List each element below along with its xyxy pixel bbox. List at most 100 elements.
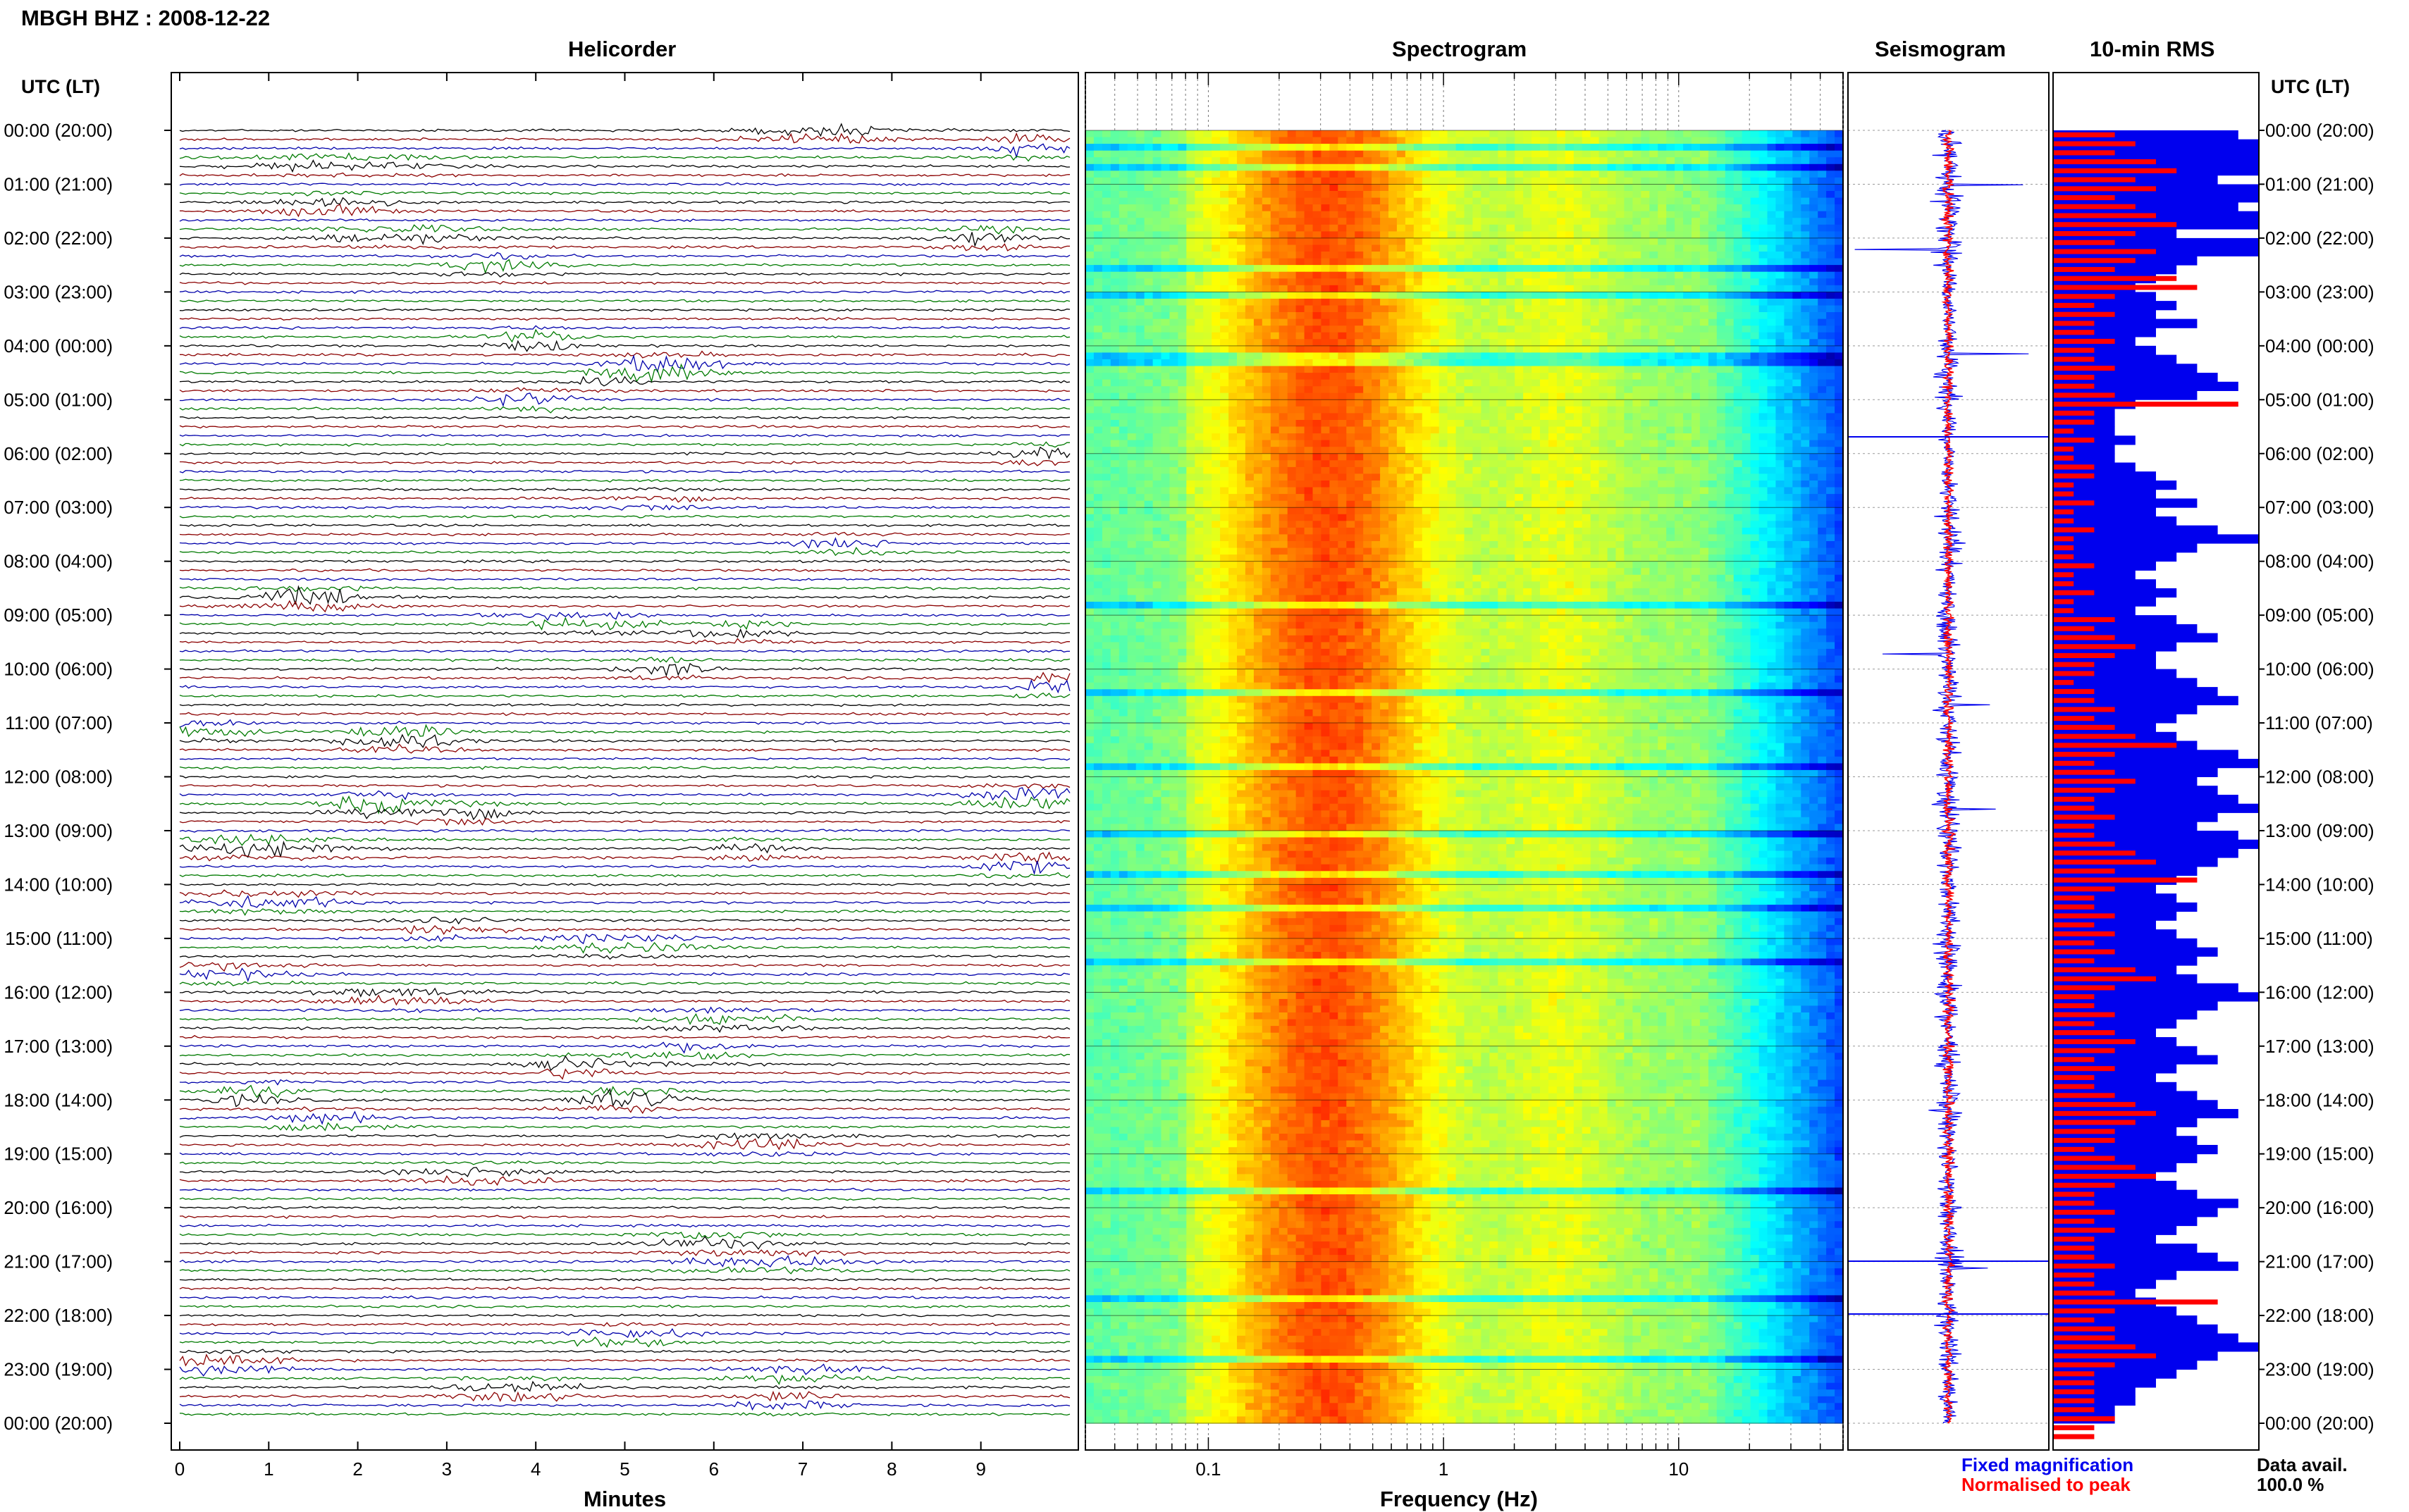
spectrogram-cell [1145,231,1154,238]
spectrogram-cell [1591,164,1600,171]
spectrogram-cell [1405,306,1415,313]
spectrogram-cell [1220,164,1229,171]
helicorder-trace-row-36 [180,447,1070,459]
spectrogram-cell [1431,312,1440,319]
spectrogram-cell [1734,185,1743,192]
spectrogram-cell [1313,460,1322,467]
spectrogram-cell [1801,191,1810,198]
spectrogram-cell [1380,380,1389,387]
spectrogram-cell [1692,225,1701,232]
spectrogram-cell [1641,359,1650,366]
spectrogram-cell [1784,326,1793,333]
spectrogram-cell [1228,433,1238,440]
spectrogram-cell [1481,211,1490,218]
spectrogram-cell [1085,218,1095,225]
spectrogram-cell [1818,481,1827,488]
spectrogram-cell [1616,380,1625,387]
spectrogram-cell [1397,467,1406,474]
spectrogram-cell [1565,312,1575,319]
spectrogram-cell [1582,171,1591,178]
spectrogram-cell [1675,218,1684,225]
spectrogram-cell [1632,352,1641,359]
spectrogram-cell [1346,278,1355,285]
spectrogram-cell [1725,157,1735,164]
spectrogram-cell [1288,144,1297,151]
spectrogram-cell [1153,218,1162,225]
helicorder-trace-row-64 [180,704,1070,707]
spectrogram-cell [1708,130,1718,137]
spectrogram-cell [1734,225,1743,232]
spectrogram-cell [1768,185,1777,192]
helicorder-trace-row-107 [180,1086,1070,1098]
spectrogram-cell [1119,306,1128,313]
spectrogram-cell [1523,393,1532,400]
spectrogram-cell [1212,386,1221,393]
spectrogram-cell [1792,130,1801,137]
spectrogram-cell [1085,399,1095,407]
spectrogram-cell [1775,413,1785,420]
spectrogram-cell [1355,407,1364,414]
spectrogram-cell [1245,333,1255,340]
spectrogram-cell [1700,292,1709,299]
spectrogram-cell [1751,225,1760,232]
spectrogram-cell [1128,366,1137,373]
spectrogram-cell [1641,259,1650,266]
spectrogram-cell [1220,440,1229,447]
spectrogram-cell [1329,299,1338,306]
spectrogram-cell [1574,346,1583,353]
spectrogram-cell [1288,191,1297,198]
spectrogram-cell [1128,211,1137,218]
spectrogram-cell [1448,454,1457,461]
spectrogram-cell [1329,245,1338,252]
spectrogram-cell [1338,440,1347,447]
spectrogram-cell [1212,447,1221,454]
spectrogram-cell [1128,352,1137,359]
spectrogram-cell [1439,393,1448,400]
spectrogram-cell [1271,231,1280,238]
spectrogram-cell [1262,467,1271,474]
spectrogram-cell [1195,306,1204,313]
spectrogram-cell [1448,319,1457,326]
spectrogram-cell [1448,326,1457,333]
spectrogram-cell [1523,265,1532,272]
spectrogram-cell [1439,137,1448,144]
spectrogram-cell [1212,326,1221,333]
spectrogram-cell [1363,211,1372,218]
spectrogram-cell [1632,454,1641,461]
spectrogram-cell [1784,238,1793,245]
spectrogram-cell [1481,413,1490,420]
spectrogram-cell [1818,407,1827,414]
spectrogram-cell [1119,238,1128,245]
spectrogram-cell [1523,164,1532,171]
spectrogram-cell [1296,204,1305,211]
spectrogram-cell [1641,292,1650,299]
spectrogram-cell [1809,454,1818,461]
spectrogram-cell [1195,473,1204,481]
spectrogram-cell [1279,218,1288,225]
spectrogram-cell [1616,238,1625,245]
spectrogram-cell [1641,231,1650,238]
spectrogram-cell [1372,473,1381,481]
spectrogram-cell [1102,272,1111,279]
spectrogram-cell [1775,198,1785,205]
spectrogram-cell [1279,399,1288,407]
spectrogram-cell [1178,373,1187,380]
spectrogram-cell [1296,319,1305,326]
spectrogram-cell [1145,306,1154,313]
spectrogram-cell [1456,407,1465,414]
spectrogram-cell [1102,144,1111,151]
spectrogram-cell [1136,433,1145,440]
spectrogram-cell [1608,164,1617,171]
spectrogram-cell [1111,420,1120,427]
spectrogram-cell [1557,259,1566,266]
spectrogram-cell [1557,473,1566,481]
spectrogram-cell [1119,272,1128,279]
spectrogram-cell [1305,245,1314,252]
spectrogram-cell [1448,164,1457,171]
spectrogram-cell [1608,204,1617,211]
spectrogram-cell [1700,473,1709,481]
spectrogram-cell [1271,473,1280,481]
spectrogram-cell [1405,346,1415,353]
spectrogram-cell [1102,171,1111,178]
spectrogram-cell [1456,204,1465,211]
